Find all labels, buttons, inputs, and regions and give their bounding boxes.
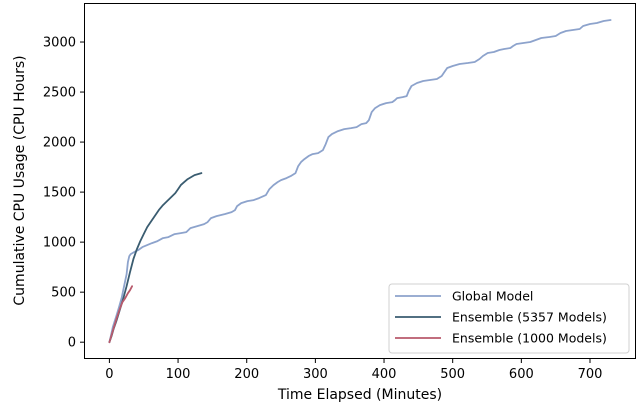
legend: Global Model Ensemble (5357 Models) Ensemb… <box>388 283 630 354</box>
y-tick-label: 3000 <box>43 36 76 51</box>
x-tick-label: 500 <box>440 367 465 382</box>
x-tick-label: 600 <box>509 367 534 382</box>
y-tick-label: 0 <box>68 336 76 351</box>
x-tick-label: 700 <box>578 367 603 382</box>
y-axis-label: Cumulative CPU Usage (CPU Hours) <box>12 55 28 305</box>
y-tick-label: 2500 <box>43 86 76 101</box>
legend-label-0: Global Model <box>452 289 533 304</box>
x-axis-label: Time Elapsed (Minutes) <box>277 387 442 403</box>
x-tick-label: 0 <box>105 367 113 382</box>
x-tick-label: 400 <box>372 367 397 382</box>
legend-box <box>388 283 630 354</box>
y-tick-label: 1500 <box>43 186 76 201</box>
y-tick-label: 500 <box>51 286 76 301</box>
x-axis-ticks: 0 100 200 300 400 500 600 700 <box>105 358 603 382</box>
y-tick-label: 2000 <box>43 136 76 151</box>
series-line-1 <box>108 172 203 344</box>
y-tick-label: 1000 <box>43 236 76 251</box>
x-tick-label: 200 <box>234 367 259 382</box>
legend-entries: Global Model Ensemble (5357 Models) Ensemb… <box>395 289 607 346</box>
legend-label-1: Ensemble (5357 Models) <box>452 310 607 325</box>
series-line-0 <box>108 19 612 344</box>
series-lines <box>108 19 612 344</box>
x-tick-label: 100 <box>166 367 191 382</box>
legend-label-2: Ensemble (1000 Models) <box>452 331 607 346</box>
x-tick-label: 300 <box>303 367 328 382</box>
y-axis-ticks: 0 500 1000 1500 2000 2500 3000 <box>43 36 85 351</box>
series-line-2 <box>108 285 133 344</box>
